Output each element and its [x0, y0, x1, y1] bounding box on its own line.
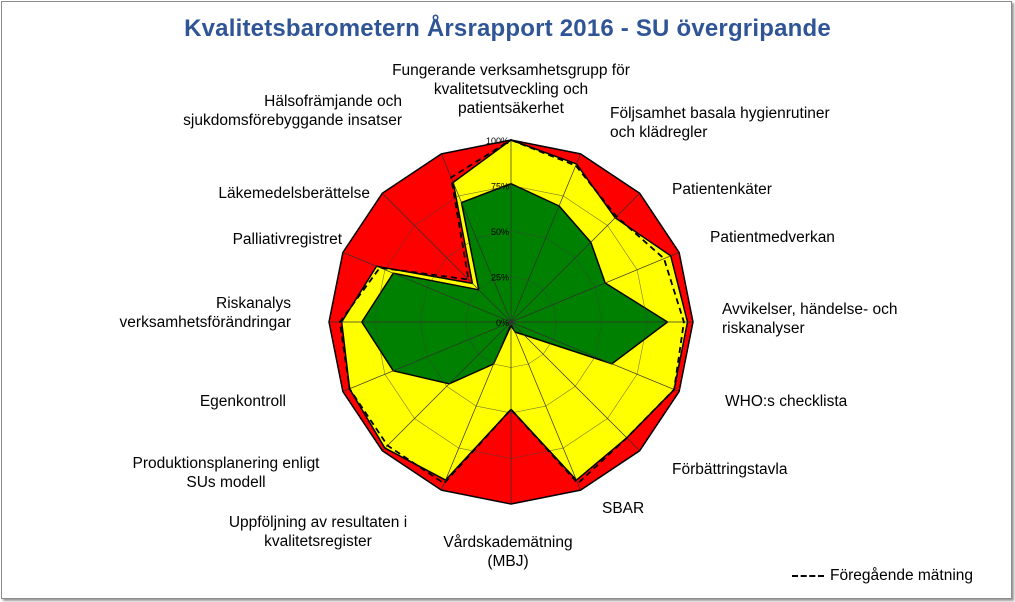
category-label-12: Riskanalys verksamhetsförändringar	[119, 295, 291, 331]
radial-tick-label: 50%	[491, 227, 509, 237]
category-label-8: Vårdskademätning (MBJ)	[443, 534, 573, 570]
radial-tick-label: 100%	[486, 136, 509, 146]
spoke-5	[510, 321, 680, 392]
spoke-13	[342, 252, 512, 323]
category-label-11: Egenkontroll	[199, 393, 286, 410]
spoke-14	[382, 193, 512, 323]
spoke-15	[441, 153, 512, 323]
radial-tick-label: 25%	[491, 273, 509, 283]
category-label-1: Följsamhet basala hygienrutiner och klädr…	[610, 105, 830, 141]
category-label-10: Produktionsplanering enligt SUs modell	[132, 455, 320, 491]
category-label-13: Palliativregistret	[232, 231, 342, 248]
spoke-2	[510, 193, 640, 323]
category-label-0: Fungerande verksamhetsgrupp för kvalitets…	[392, 62, 630, 117]
spoke-1	[510, 153, 581, 323]
chart-title: Kvalitetsbarometern Årsrapport 2016 - SU…	[184, 15, 831, 42]
spoke-7	[510, 321, 581, 491]
category-label-2: Patientenkäter	[672, 181, 772, 198]
legend-label: Föregående mätning	[830, 567, 974, 584]
spoke-9	[441, 321, 512, 491]
spoke-6	[510, 321, 640, 451]
category-label-4: Avvikelser, händelse- och riskanalyser	[722, 301, 898, 337]
category-label-14: Läkemedelsberättelse	[218, 185, 370, 202]
category-label-6: Förbättringstavla	[672, 461, 788, 478]
legend: Föregående mätning	[792, 567, 973, 585]
radial-tick-label: 75%	[491, 182, 509, 192]
category-label-15: Hälsofrämjande och sjukdomsförebyggande i…	[183, 93, 402, 129]
radial-tick-label: 0%	[496, 318, 509, 328]
category-label-7: SBAR	[602, 500, 645, 517]
spoke-10	[382, 321, 512, 451]
category-label-5: WHO:s checklista	[725, 393, 848, 410]
category-label-9: Uppföljning av resultaten i kvalitetsregi…	[228, 514, 408, 550]
spoke-11	[342, 321, 512, 392]
category-label-3: Patientmedverkan	[710, 229, 835, 246]
legend-dashed-line	[792, 574, 824, 577]
spoke-3	[510, 252, 680, 323]
